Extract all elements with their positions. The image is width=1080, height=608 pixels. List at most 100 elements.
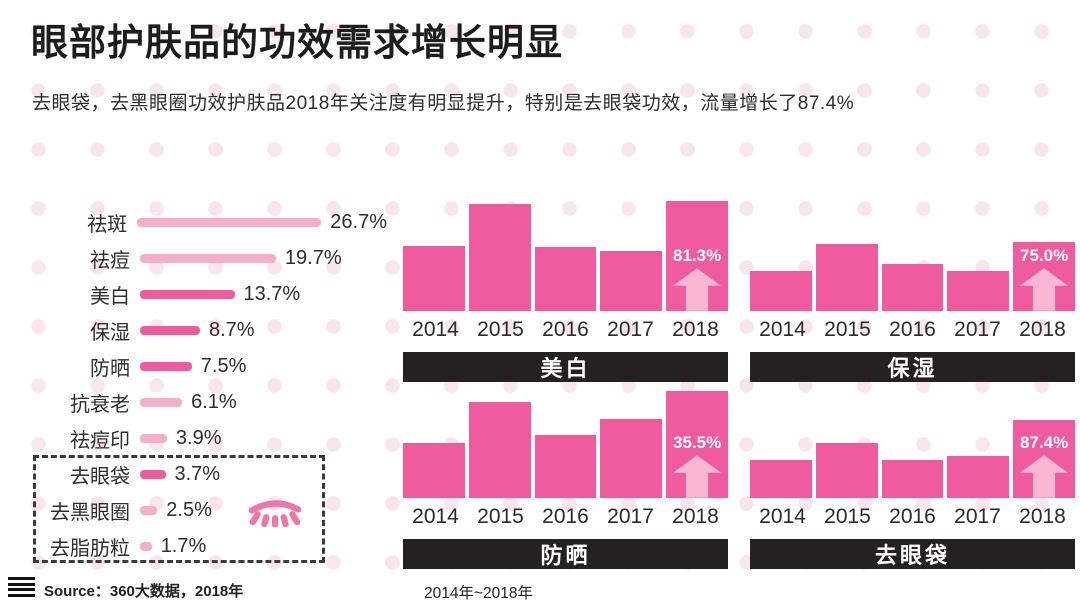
year-bar — [750, 459, 812, 498]
function-share-chart: 祛斑 26.7% 祛痘 19.7% 美白 13.7% 保湿 8.7% 防晒 7.5% 抗衰老 6.1%… — [32, 204, 387, 564]
page-title: 眼部护肤品的功效需求增长明显 — [31, 22, 563, 63]
chart-title-panel: 保湿 — [750, 352, 1075, 382]
category-label: 防晒 — [90, 357, 130, 380]
year-bar — [600, 250, 663, 311]
category-value: 7.5% — [200, 354, 247, 377]
category-label: 抗衰老 — [70, 393, 130, 416]
year-bar — [947, 271, 1010, 311]
year-bar — [881, 263, 944, 311]
category-bar — [140, 361, 192, 371]
year-bar — [403, 443, 465, 498]
year-axis: 2014 2015 2016 2017 2018 — [403, 502, 728, 532]
year-label: 2016 — [889, 505, 936, 528]
chart-row: 去黑眼圈 2.5% — [32, 492, 387, 528]
chart-title: 去眼袋 — [874, 543, 950, 568]
year-label: 2018 — [1019, 505, 1066, 528]
menu-icon — [8, 577, 35, 599]
year-bar — [468, 204, 531, 311]
category-label: 去眼袋 — [70, 465, 130, 488]
category-value: 2.5% — [166, 498, 212, 521]
category-bar — [140, 433, 167, 443]
year-bar — [468, 402, 531, 498]
year-label: 2017 — [954, 318, 1001, 341]
up-arrow-icon — [673, 455, 722, 498]
year-bar — [600, 418, 663, 498]
eye-focus-box — [33, 455, 325, 563]
growth-badge: 35.5% — [672, 433, 722, 452]
year-bar — [750, 271, 812, 311]
chart-title-panel: 去眼袋 — [750, 539, 1075, 569]
year-axis: 2014 2015 2016 2017 2018 — [403, 315, 728, 345]
category-label: 祛斑 — [87, 213, 128, 236]
chart-row: 祛痘印 3.9% — [32, 420, 387, 456]
category-value: 8.7% — [209, 318, 255, 341]
trend-chart-moisturizing: 75.0% 2014 2015 2016 2017 2018 保湿 — [750, 201, 1075, 382]
year-label: 2015 — [477, 505, 524, 528]
year-bar — [881, 459, 944, 498]
chart-row: 去眼袋 3.7% — [32, 456, 387, 492]
chart-row: 防晒 7.5% — [32, 348, 387, 384]
year-label: 2017 — [954, 505, 1001, 528]
category-value: 6.1% — [191, 390, 237, 413]
year-label: 2017 — [607, 318, 654, 341]
year-bar: 81.3% — [666, 201, 728, 311]
year-label: 2016 — [542, 505, 589, 528]
chart-row: 祛痘 19.7% — [32, 240, 387, 276]
year-bar: 75.0% — [1013, 241, 1075, 311]
category-bar — [137, 217, 322, 227]
up-arrow-icon — [1020, 268, 1069, 311]
year-label: 2014 — [412, 505, 459, 528]
growth-badge: 87.4% — [1019, 433, 1069, 452]
year-bar — [815, 243, 878, 311]
category-bar — [140, 505, 158, 515]
category-label: 去脂肪粒 — [50, 537, 130, 560]
year-axis: 2014 2015 2016 2017 2018 — [750, 315, 1075, 345]
category-label: 祛痘 — [90, 249, 130, 272]
year-label: 2015 — [477, 318, 524, 341]
chart-title-panel: 防晒 — [403, 539, 728, 569]
year-label: 2017 — [607, 505, 654, 528]
year-label: 2016 — [542, 318, 589, 341]
up-arrow-icon — [673, 268, 722, 311]
year-bar — [403, 246, 465, 311]
category-value: 3.7% — [174, 462, 221, 485]
chart-title: 保湿 — [887, 356, 938, 381]
chart-row: 抗衰老 6.1% — [32, 384, 387, 420]
source-note: Source：360大数据，2018年 — [44, 583, 244, 600]
category-label: 保湿 — [90, 321, 130, 344]
category-bar — [140, 253, 276, 263]
category-bar — [140, 325, 200, 335]
category-bar — [140, 289, 235, 299]
year-label: 2015 — [824, 505, 871, 528]
subtitle: 去眼袋，去黑眼圈功效护肤品2018年关注度有明显提升，特别是去眼袋功效，流量增长… — [32, 93, 855, 114]
closed-eye-lashes-icon — [248, 500, 302, 527]
year-label: 2018 — [672, 318, 719, 341]
year-bar: 87.4% — [1013, 419, 1075, 498]
chart-title: 美白 — [540, 356, 591, 381]
category-value: 1.7% — [160, 534, 207, 557]
year-label: 2015 — [824, 318, 871, 341]
chart-row: 去脂肪粒 1.7% — [32, 528, 387, 564]
year-bar — [534, 247, 597, 311]
year-label: 2016 — [889, 318, 936, 341]
trend-chart-eyebag-removal: 87.4% 2014 2015 2016 2017 2018 去眼袋 — [750, 388, 1075, 569]
year-axis: 2014 2015 2016 2017 2018 — [750, 502, 1075, 532]
range-note: 2014年~2018年 — [424, 585, 534, 602]
up-arrow-icon — [1020, 455, 1069, 498]
year-bar — [947, 456, 1010, 498]
chart-title: 防晒 — [540, 543, 591, 568]
trend-plot: 81.3% — [403, 201, 728, 311]
category-bar — [140, 541, 152, 551]
year-label: 2014 — [759, 318, 806, 341]
year-label: 2014 — [759, 505, 806, 528]
category-bar — [140, 469, 166, 479]
category-value: 3.9% — [175, 426, 222, 449]
trend-plot: 75.0% — [750, 201, 1075, 311]
category-label: 去黑眼圈 — [50, 501, 130, 524]
growth-badge: 81.3% — [672, 246, 722, 265]
year-label: 2018 — [1019, 318, 1066, 341]
year-bar — [534, 435, 597, 498]
growth-badge: 75.0% — [1019, 246, 1069, 265]
trend-chart-whitening: 81.3% 2014 2015 2016 2017 2018 美白 — [403, 201, 728, 382]
